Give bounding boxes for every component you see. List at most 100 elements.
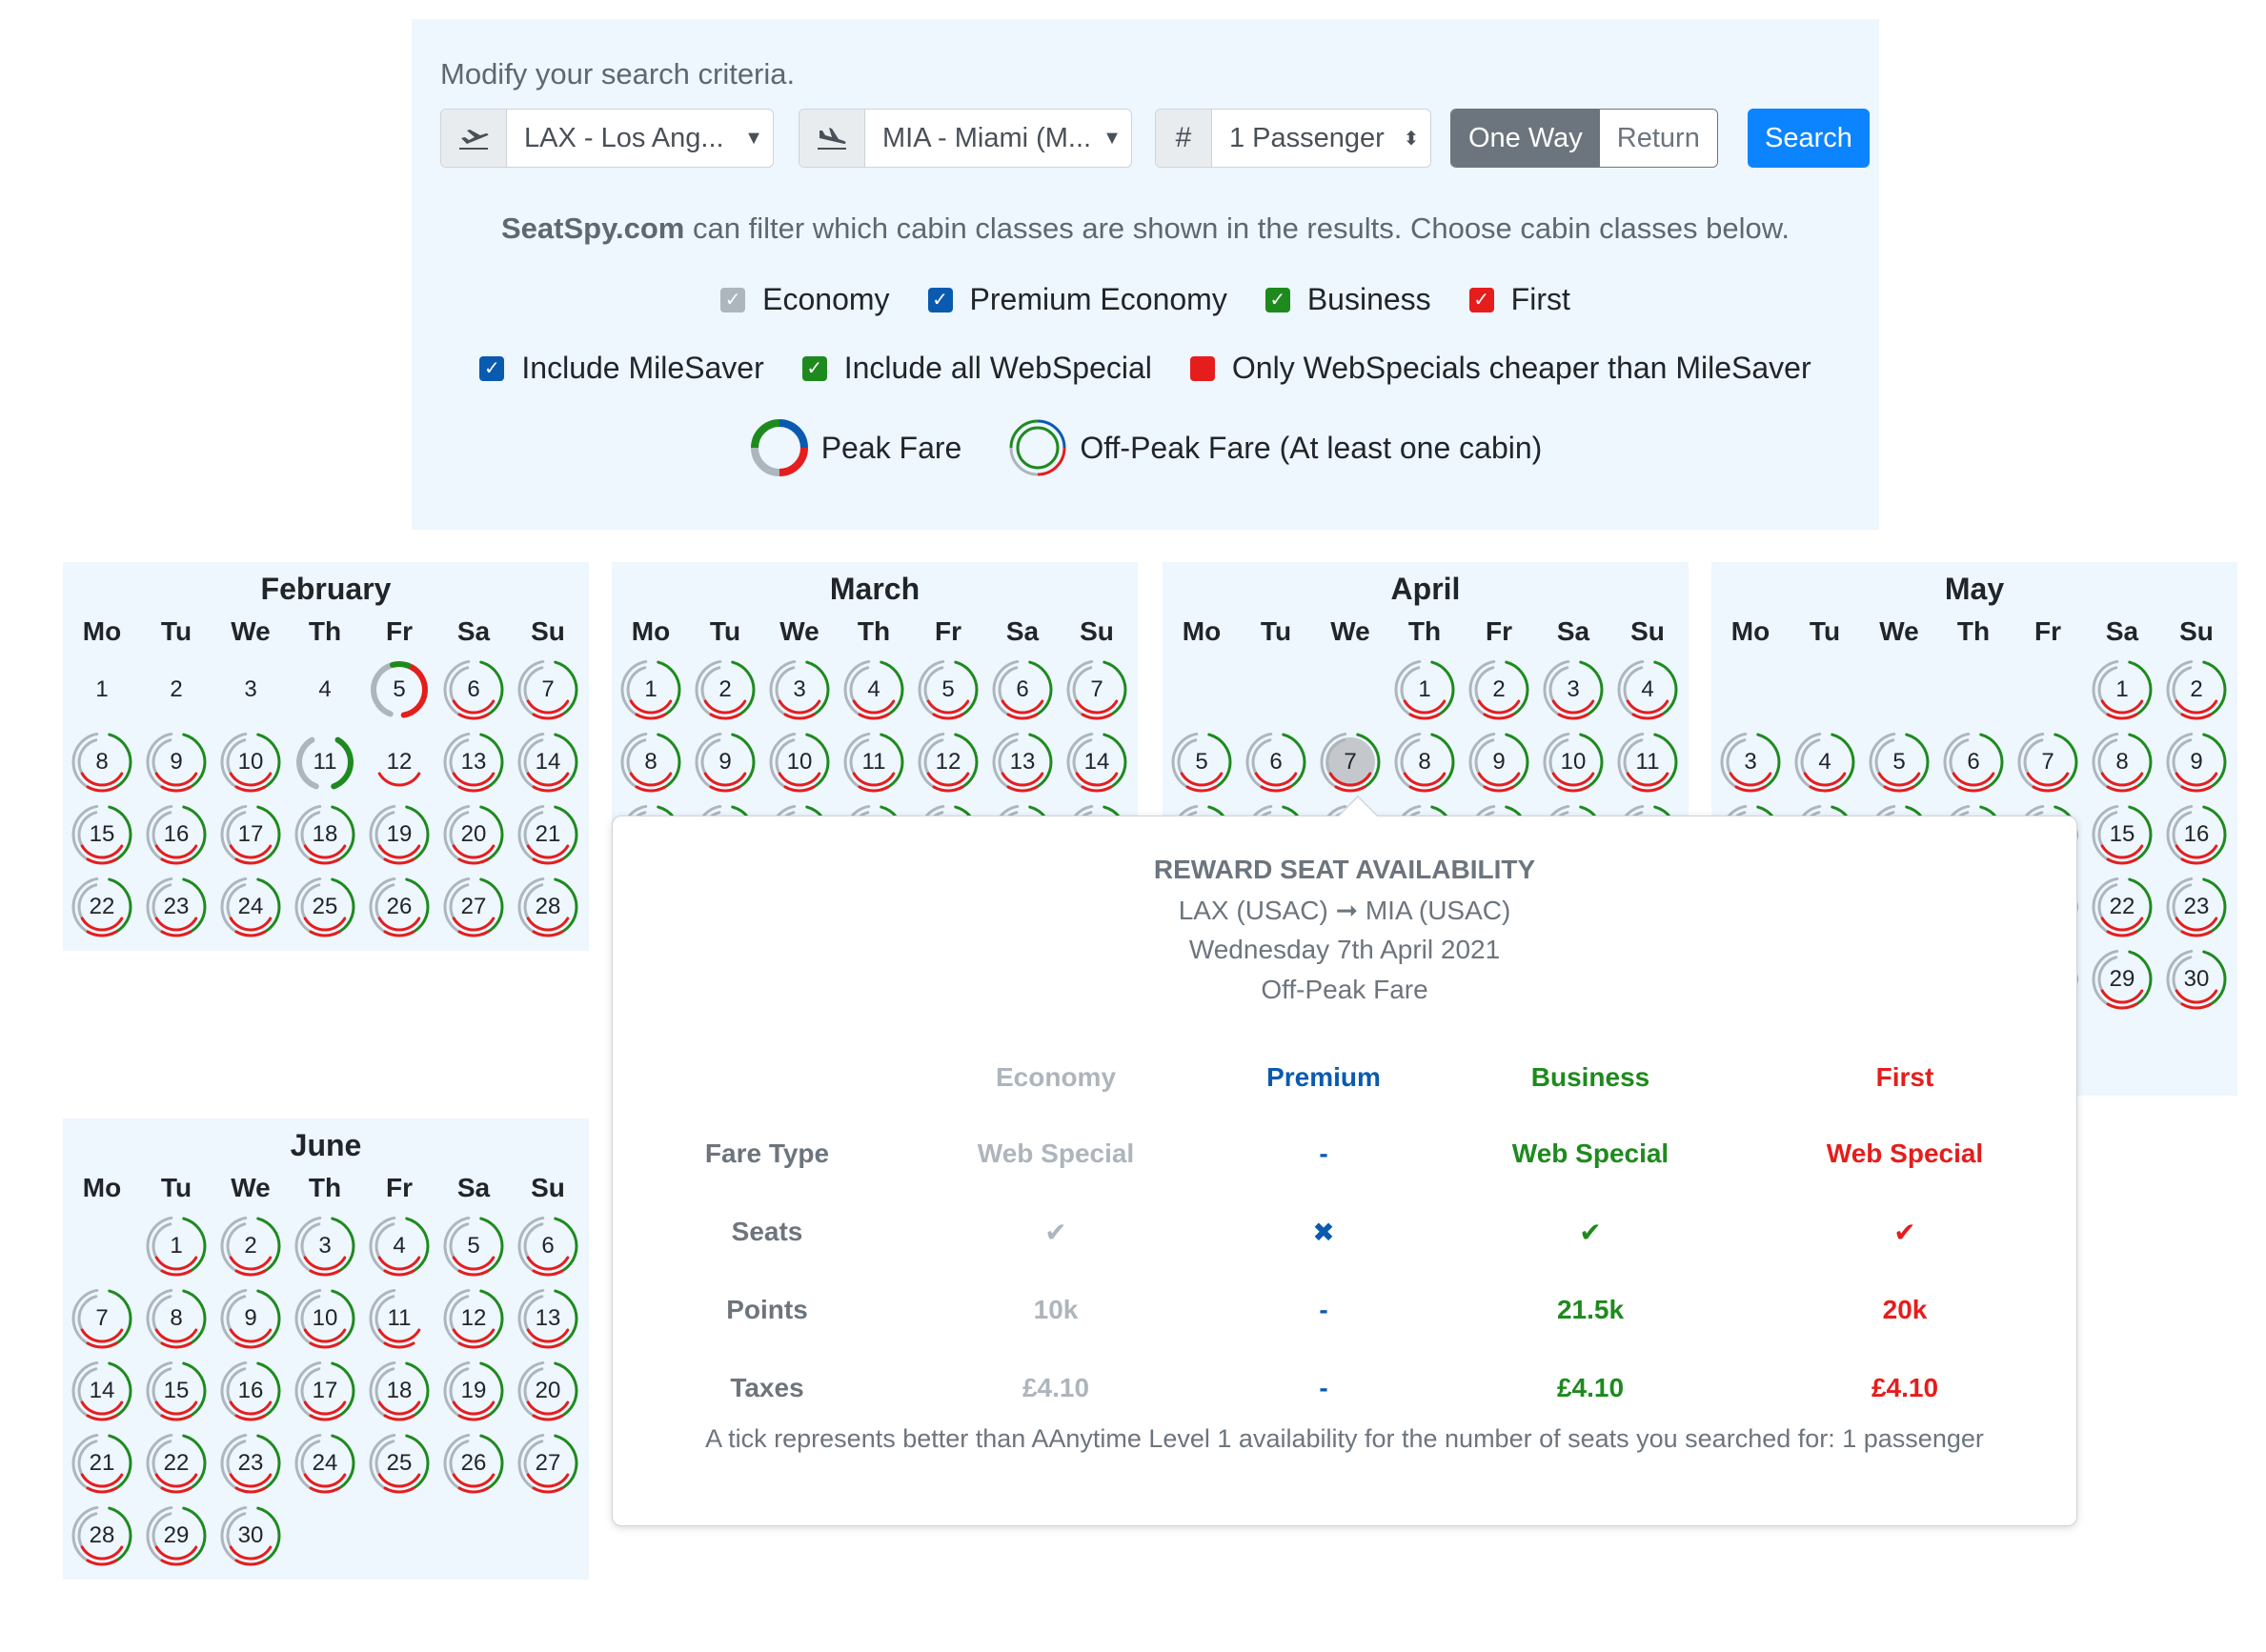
calendar-day[interactable]: 3 (1713, 726, 1788, 798)
calendar-day[interactable]: 8 (614, 726, 688, 798)
calendar-day[interactable]: 9 (2159, 726, 2234, 798)
calendar-day[interactable]: 4 (1788, 726, 1862, 798)
calendar-day[interactable]: 12 (362, 726, 436, 798)
fare-option-1[interactable]: ✓ Include all WebSpecial (801, 351, 1152, 386)
calendar-day[interactable]: 10 (762, 726, 837, 798)
calendar-day[interactable]: 28 (65, 1500, 139, 1572)
calendar-day[interactable]: 30 (2159, 943, 2234, 1016)
calendar-day[interactable]: 17 (213, 798, 288, 871)
cabin-filter-1[interactable]: ✓ Premium Economy (927, 282, 1227, 317)
calendar-day[interactable]: 2 (213, 1210, 288, 1282)
checkbox-icon[interactable]: ✓ (1265, 287, 1290, 312)
calendar-day[interactable]: 9 (1462, 726, 1536, 798)
calendar-day[interactable]: 13 (436, 726, 511, 798)
calendar-day[interactable]: 7 (1060, 654, 1134, 726)
calendar-day[interactable]: 26 (362, 871, 436, 943)
calendar-day[interactable]: 14 (65, 1355, 139, 1427)
destination-select[interactable]: MIA - Miami (M... ▼ (799, 109, 1132, 168)
calendar-day[interactable]: 17 (288, 1355, 362, 1427)
calendar-day[interactable]: 8 (65, 726, 139, 798)
cabin-filter-3[interactable]: ✓ First (1468, 282, 1570, 317)
calendar-day[interactable]: 20 (436, 798, 511, 871)
calendar-day[interactable]: 6 (436, 654, 511, 726)
calendar-day[interactable]: 25 (288, 871, 362, 943)
return-button[interactable]: Return (1599, 110, 1717, 167)
calendar-day[interactable]: 2 (688, 654, 762, 726)
calendar-day[interactable]: 12 (436, 1282, 511, 1355)
calendar-day[interactable]: 21 (511, 798, 585, 871)
calendar-day[interactable]: 6 (985, 654, 1060, 726)
calendar-day[interactable]: 1 (614, 654, 688, 726)
calendar-day[interactable]: 1 (2085, 654, 2159, 726)
calendar-day[interactable]: 19 (436, 1355, 511, 1427)
calendar-day[interactable]: 22 (2085, 871, 2159, 943)
calendar-day[interactable]: 11 (288, 726, 362, 798)
calendar-day[interactable]: 2 (2159, 654, 2234, 726)
calendar-day[interactable]: 8 (139, 1282, 213, 1355)
calendar-day[interactable]: 19 (362, 798, 436, 871)
checkbox-icon[interactable]: ✓ (720, 287, 746, 312)
calendar-day[interactable]: 14 (1060, 726, 1134, 798)
calendar-day[interactable]: 11 (837, 726, 911, 798)
calendar-day[interactable]: 22 (139, 1427, 213, 1500)
checkbox-icon[interactable]: ✓ (801, 355, 827, 381)
calendar-day[interactable]: 16 (139, 798, 213, 871)
calendar-day[interactable]: 12 (911, 726, 985, 798)
calendar-day[interactable]: 15 (139, 1355, 213, 1427)
calendar-day[interactable]: 5 (911, 654, 985, 726)
calendar-day[interactable]: 4 (837, 654, 911, 726)
calendar-day[interactable]: 7 (2011, 726, 2085, 798)
calendar-day[interactable]: 23 (139, 871, 213, 943)
calendar-day[interactable]: 6 (511, 1210, 585, 1282)
calendar-day[interactable]: 9 (139, 726, 213, 798)
calendar-day[interactable]: 11 (1610, 726, 1685, 798)
calendar-day[interactable]: 8 (2085, 726, 2159, 798)
calendar-day[interactable]: 28 (511, 871, 585, 943)
cabin-filter-2[interactable]: ✓ Business (1265, 282, 1431, 317)
calendar-day[interactable]: 10 (213, 726, 288, 798)
calendar-day[interactable]: 5 (1164, 726, 1239, 798)
calendar-day[interactable]: 18 (288, 798, 362, 871)
checkbox-icon[interactable]: ✓ (927, 287, 953, 312)
calendar-day[interactable]: 5 (1862, 726, 1936, 798)
calendar-day[interactable]: 26 (436, 1427, 511, 1500)
calendar-day[interactable]: 20 (511, 1355, 585, 1427)
calendar-day[interactable]: 7 (65, 1282, 139, 1355)
calendar-day[interactable]: 8 (1387, 726, 1462, 798)
calendar-day[interactable]: 2 (1462, 654, 1536, 726)
calendar-day[interactable]: 21 (65, 1427, 139, 1500)
calendar-day[interactable]: 7 (511, 654, 585, 726)
calendar-day[interactable]: 30 (213, 1500, 288, 1572)
fare-option-0[interactable]: ✓ Include MileSaver (479, 351, 764, 386)
calendar-day[interactable]: 6 (1239, 726, 1313, 798)
calendar-day[interactable]: 27 (511, 1427, 585, 1500)
origin-select[interactable]: LAX - Los Ang... ▼ (440, 109, 774, 168)
calendar-day[interactable]: 24 (213, 871, 288, 943)
search-button[interactable]: Search (1748, 109, 1870, 168)
calendar-day[interactable]: 5 (436, 1210, 511, 1282)
calendar-day[interactable]: 24 (288, 1427, 362, 1500)
calendar-day[interactable]: 10 (1536, 726, 1610, 798)
calendar-day[interactable]: 13 (985, 726, 1060, 798)
calendar-day[interactable]: 7 (1313, 726, 1387, 798)
fare-option-2[interactable]: Only WebSpecials cheaper than MileSaver (1189, 351, 1811, 386)
calendar-day[interactable]: 16 (213, 1355, 288, 1427)
calendar-day[interactable]: 3 (1536, 654, 1610, 726)
calendar-day[interactable]: 27 (436, 871, 511, 943)
calendar-day[interactable]: 6 (1936, 726, 2011, 798)
calendar-day[interactable]: 15 (2085, 798, 2159, 871)
checkbox-icon[interactable]: ✓ (1468, 287, 1494, 312)
checkbox-icon[interactable]: ✓ (479, 355, 505, 381)
calendar-day[interactable]: 23 (2159, 871, 2234, 943)
calendar-day[interactable]: 1 (139, 1210, 213, 1282)
checkbox-icon[interactable] (1189, 355, 1215, 381)
calendar-day[interactable]: 15 (65, 798, 139, 871)
calendar-day[interactable]: 5 (362, 654, 436, 726)
calendar-day[interactable]: 1 (1387, 654, 1462, 726)
calendar-day[interactable]: 29 (139, 1500, 213, 1572)
calendar-day[interactable]: 25 (362, 1427, 436, 1500)
calendar-day[interactable]: 14 (511, 726, 585, 798)
calendar-day[interactable]: 22 (65, 871, 139, 943)
calendar-day[interactable]: 9 (688, 726, 762, 798)
calendar-day[interactable]: 3 (762, 654, 837, 726)
